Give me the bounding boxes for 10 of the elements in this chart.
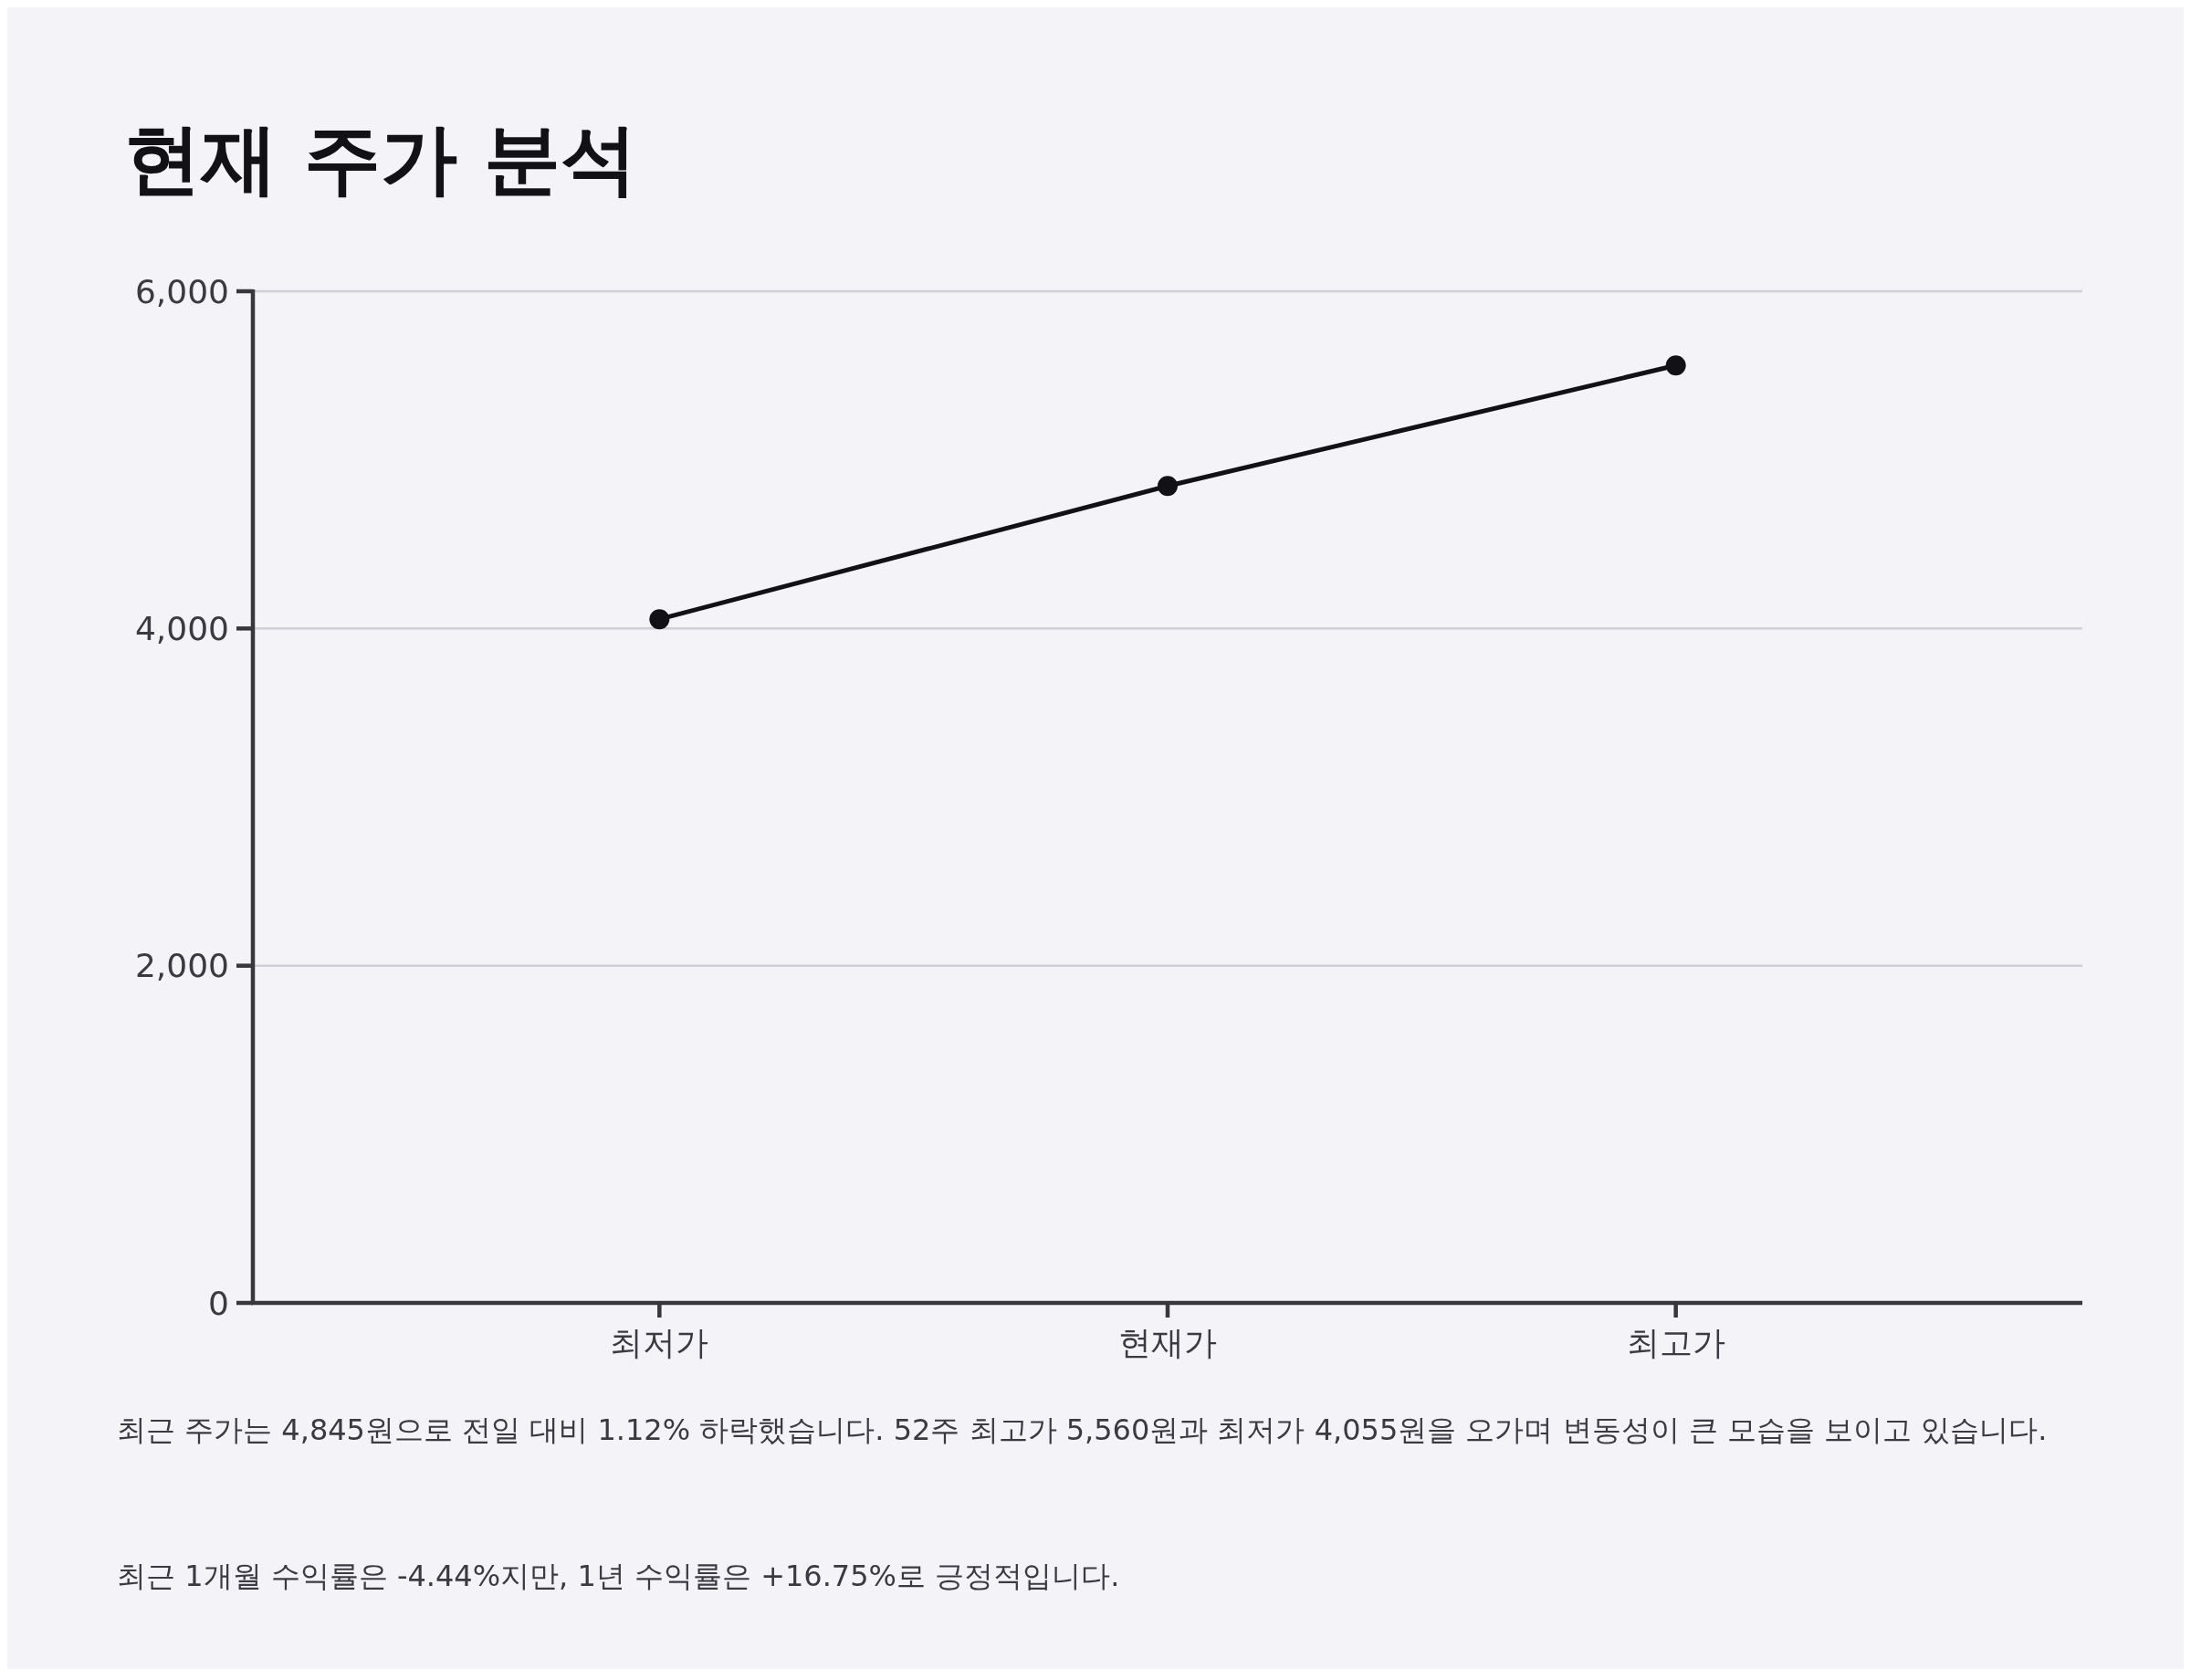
x-tick-label: 최저가 (610, 1324, 709, 1361)
y-tick-label: 0 (208, 1284, 229, 1322)
y-tick-label: 6,000 (134, 272, 229, 310)
chart-title: 현재 주가 분석 (124, 114, 638, 204)
text: 최근 주가는 4,845원으로 전일 대비 1.12% 하락했습니다. 52주 최고가 5,560원과 최저가 4,055원을 오가며 변동성이 큰 모습을 보이고 있습니다. (117, 1412, 2049, 1449)
x-tick-label: 최고가 (1626, 1324, 1725, 1361)
text: 최근 1개월 수익률은 -4.44%지만, 1년 수익률은 +16.75%로 긍정적입니다. (117, 1558, 1121, 1595)
x-tick-label: 현재가 (1118, 1324, 1217, 1361)
y-tick-label: 4,000 (134, 609, 229, 647)
y-tick-label: 2,000 (134, 947, 229, 985)
